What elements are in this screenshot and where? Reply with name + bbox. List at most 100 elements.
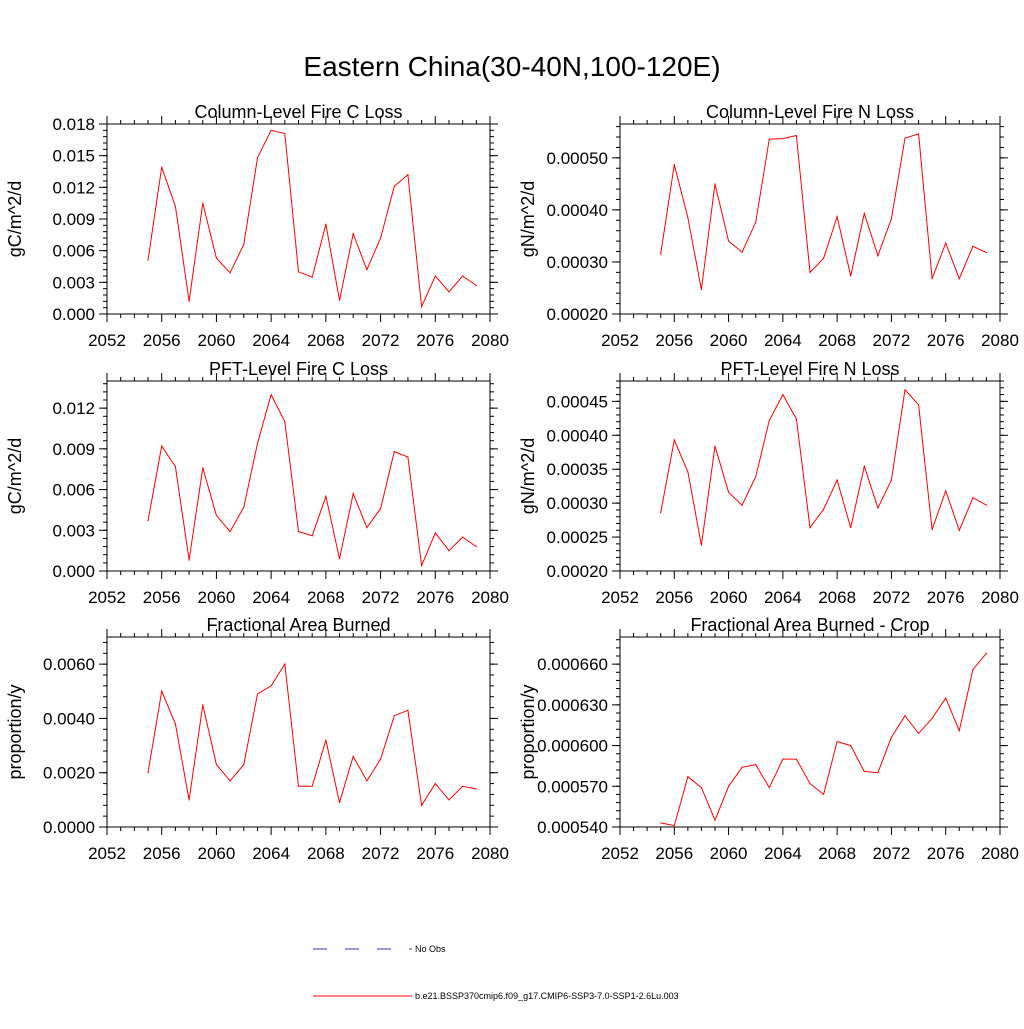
data-point <box>366 526 368 529</box>
data-point <box>687 217 689 219</box>
x-tick-label: 2052 <box>88 588 126 607</box>
y-tick-label: 0.009 <box>52 440 95 459</box>
data-point <box>352 755 354 758</box>
data-point <box>407 174 409 176</box>
data-point <box>188 559 190 561</box>
data-point <box>890 218 893 220</box>
data-point <box>393 715 395 717</box>
panel-title: PFT-Level Fire C Loss <box>209 359 388 379</box>
data-point <box>161 166 163 168</box>
x-tick-label: 2052 <box>88 331 126 350</box>
data-point <box>904 715 906 717</box>
data-point <box>311 535 313 537</box>
y-tick-label: 0.00030 <box>547 253 608 272</box>
x-tick-label: 2064 <box>764 844 802 863</box>
data-point <box>202 467 204 469</box>
panel-4: PFT-Level Fire N Loss gN/m^2/d 2052 2056 206… <box>518 359 1019 607</box>
data-point <box>270 685 272 687</box>
data-point <box>660 253 662 255</box>
data-point <box>822 508 825 510</box>
data-point <box>877 507 879 509</box>
panels: Column-Level Fire C Loss gC/m^2/d 2052 2056… <box>5 102 1019 863</box>
data-point <box>174 205 176 207</box>
data-point <box>863 465 865 468</box>
legend-obs-label: No Obs <box>415 944 446 954</box>
series-line <box>147 662 477 807</box>
data-point <box>768 787 770 789</box>
data-point <box>407 456 409 458</box>
plot-frame <box>106 636 491 828</box>
y-tick-label: 0.0040 <box>43 709 95 728</box>
data-point <box>366 269 368 271</box>
x-tick-label: 2076 <box>416 844 454 863</box>
data-point <box>985 504 988 506</box>
x-tick-label: 2056 <box>143 331 181 350</box>
x-tick-label: 2056 <box>143 844 181 863</box>
data-point <box>475 545 477 548</box>
data-point <box>931 529 933 531</box>
data-point <box>462 536 464 538</box>
data-point <box>243 506 245 508</box>
x-tick-label: 2080 <box>981 331 1019 350</box>
x-tick-label: 2060 <box>710 844 748 863</box>
data-point <box>673 439 675 441</box>
plot-frame <box>619 636 1001 828</box>
panel-title: Column-Level Fire N Loss <box>706 102 914 122</box>
data-point <box>229 272 231 274</box>
x-tick-label: 2080 <box>471 844 509 863</box>
data-point <box>687 471 689 473</box>
x-tick-label: 2052 <box>601 331 639 350</box>
x-tick-label: 2072 <box>873 331 911 350</box>
data-point <box>434 275 436 277</box>
data-point <box>782 393 784 396</box>
data-point <box>311 785 313 787</box>
y-axis-label: proportion/y <box>5 684 25 779</box>
data-point <box>325 223 327 225</box>
data-point <box>366 780 368 782</box>
y-tick-label: 0.000540 <box>537 818 608 837</box>
data-point <box>325 739 327 741</box>
data-point <box>931 717 933 720</box>
x-tick-label: 2052 <box>601 844 639 863</box>
data-point <box>931 278 933 280</box>
y-tick-label: 0.000 <box>52 562 95 581</box>
data-point <box>958 278 960 280</box>
x-tick-label: 2056 <box>655 588 693 607</box>
x-tick-label: 2072 <box>362 331 400 350</box>
data-point <box>972 497 974 499</box>
data-point <box>284 663 286 665</box>
data-point <box>890 479 893 481</box>
plot-frame <box>619 380 1001 572</box>
series-line <box>660 388 987 546</box>
x-tick-label: 2080 <box>981 588 1019 607</box>
legend: No Obs b.e21.BSSP370cmip6.f09_g17.CMIP6-… <box>313 944 679 1001</box>
x-tick-label: 2060 <box>198 844 236 863</box>
x-tick-label: 2064 <box>252 844 290 863</box>
y-tick-label: 0.003 <box>52 273 95 292</box>
data-point <box>795 758 798 760</box>
data-point <box>917 732 920 734</box>
data-point <box>161 690 163 692</box>
data-point <box>782 137 784 140</box>
data-point <box>985 652 988 654</box>
x-tick-label: 2076 <box>927 588 965 607</box>
y-axis-label: gN/m^2/d <box>518 181 538 257</box>
x-tick-label: 2060 <box>710 331 748 350</box>
y-tick-label: 0.012 <box>52 178 95 197</box>
x-tick-label: 2064 <box>252 331 290 350</box>
y-tick-label: 0.0020 <box>43 764 95 783</box>
data-point <box>673 825 675 827</box>
y-axis-label: gC/m^2/d <box>5 181 25 257</box>
x-tick-label: 2080 <box>471 331 509 350</box>
data-point <box>714 445 716 447</box>
data-point <box>174 723 176 725</box>
data-point <box>188 799 190 801</box>
y-tick-label: 0.012 <box>52 399 95 418</box>
data-point <box>741 766 743 768</box>
panel-2: Column-Level Fire N Loss gN/m^2/d 2052 2056… <box>518 102 1019 350</box>
data-point <box>700 544 703 546</box>
x-tick-label: 2068 <box>818 331 856 350</box>
data-point <box>972 668 974 671</box>
data-point <box>379 237 382 239</box>
data-point <box>850 744 852 747</box>
